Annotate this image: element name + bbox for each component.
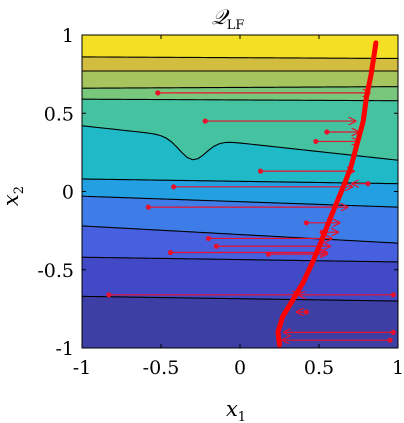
contour-band [82, 257, 398, 302]
arrow-start-point [324, 129, 330, 135]
arrow-start-point [167, 249, 174, 256]
chart-title: 𝒬LF [212, 5, 245, 33]
y-axis-label: x2 [0, 186, 27, 206]
contour-line [82, 225, 398, 244]
y-tick-label: 1 [62, 25, 74, 47]
contour-line [82, 125, 398, 161]
arrow-start-point [257, 168, 264, 174]
y-tick-label: 0.5 [44, 103, 74, 125]
contour-band [82, 125, 398, 184]
arrow-start-point [390, 329, 396, 335]
arrow-start-point [365, 181, 371, 187]
arrow-start-point [202, 118, 208, 124]
contour-band [82, 56, 398, 71]
arrow-start-point [390, 292, 396, 298]
arrow-start-point [265, 251, 272, 257]
arrow-start-point [205, 235, 211, 242]
arrow-start-point [155, 90, 161, 96]
contour-band [82, 99, 398, 161]
arrow-start-point [213, 243, 219, 249]
arrow-start-point [106, 292, 112, 298]
y-tick-label: -1 [55, 338, 74, 360]
arrow-start-point [145, 204, 151, 210]
contour-band [82, 86, 398, 101]
arrow-start-point [171, 184, 177, 190]
contour-band [82, 296, 398, 348]
contour-line [82, 56, 398, 60]
contour-line [82, 256, 398, 263]
arrow-field [106, 90, 396, 342]
x-axis-label-subscript: 1 [238, 410, 246, 423]
axis-ticks: -1 -0.5 0 0.5 1 -1 -0.5 0 0.5 1 [37, 25, 404, 379]
x-axis-label: x1 [226, 397, 246, 423]
y-axis-label-subscript: 2 [12, 186, 27, 194]
x-tick-label: 0.5 [304, 357, 334, 379]
arrow-start-point [303, 309, 309, 315]
y-tick-label: 0 [62, 182, 74, 204]
x-tick-label: 0 [234, 357, 246, 379]
contour-line [82, 295, 398, 302]
contour-band [82, 196, 398, 244]
y-tick-label: -0.5 [37, 260, 74, 282]
contour-band [82, 71, 398, 89]
x-tick-label: 1 [392, 357, 404, 379]
chart-title-subscript: LF [227, 18, 245, 33]
red-curve [275, 40, 379, 348]
red-curve-layer [275, 40, 379, 348]
arrow-start-point [313, 138, 319, 145]
x-tick-label: -1 [73, 357, 92, 379]
arrow-start-point [303, 220, 309, 226]
x-tick-label: -0.5 [143, 357, 180, 379]
arrow-start-point [387, 337, 393, 343]
contour-band [82, 178, 398, 208]
contour-band [82, 35, 398, 59]
contour-line [82, 98, 398, 102]
contour-line [82, 86, 398, 89]
